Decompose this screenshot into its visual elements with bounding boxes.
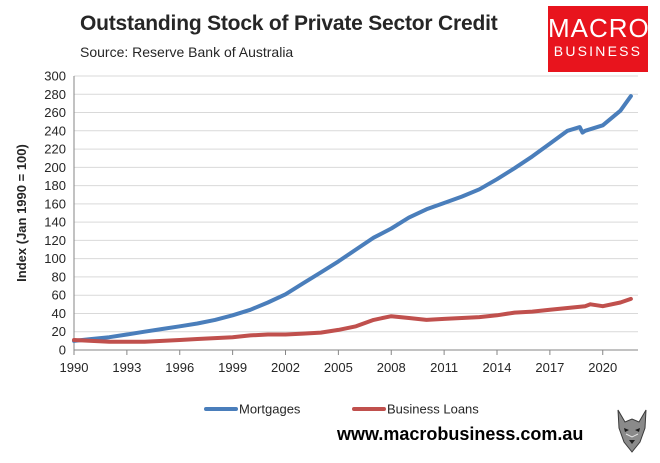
- x-tick-label-2005: 2005: [324, 360, 353, 375]
- y-tick-label-140: 140: [44, 215, 66, 230]
- x-tick-label-2008: 2008: [377, 360, 406, 375]
- chart-subtitle: Source: Reserve Bank of Australia: [80, 44, 294, 60]
- legend-label-mortgages: Mortgages: [239, 402, 301, 417]
- y-tick-label-0: 0: [59, 343, 66, 358]
- y-tick-label-240: 240: [44, 123, 66, 138]
- logo-line-business: BUSINESS: [553, 43, 643, 59]
- series-line-business-loans: [72, 296, 633, 344]
- y-tick-label-20: 20: [52, 324, 66, 339]
- y-tick-label-100: 100: [44, 251, 66, 266]
- x-tick-label-1999: 1999: [218, 360, 247, 375]
- x-tick-label-2020: 2020: [588, 360, 617, 375]
- y-tick-label-220: 220: [44, 142, 66, 157]
- y-tick-label-260: 260: [44, 105, 66, 120]
- y-tick-label-40: 40: [52, 306, 66, 321]
- y-tick-label-280: 280: [44, 87, 66, 102]
- chart-title: Outstanding Stock of Private Sector Cred…: [80, 12, 498, 35]
- y-tick-label-180: 180: [44, 178, 66, 193]
- x-tick-label-2002: 2002: [271, 360, 300, 375]
- y-axis-label: Index (Jan 1990 = 100): [14, 144, 29, 282]
- x-tick-label-1990: 1990: [60, 360, 89, 375]
- website-url[interactable]: www.macrobusiness.com.au: [337, 424, 584, 444]
- y-tick-label-60: 60: [52, 288, 66, 303]
- logo-line-macro: MACRO: [548, 13, 650, 43]
- x-tick-label-2011: 2011: [430, 360, 458, 375]
- wolf-icon: [617, 409, 647, 453]
- y-tick-label-160: 160: [44, 196, 66, 211]
- macrobusiness-logo[interactable]: MACRO BUSINESS: [548, 6, 650, 72]
- x-tick-label-1993: 1993: [112, 360, 141, 375]
- y-tick-label-200: 200: [44, 160, 66, 175]
- y-tick-label-80: 80: [52, 269, 66, 284]
- y-tick-label-120: 120: [44, 233, 66, 248]
- x-tick-label-2014: 2014: [483, 360, 512, 375]
- x-tick-label-1996: 1996: [165, 360, 194, 375]
- legend-label-business-loans: Business Loans: [387, 402, 479, 417]
- y-tick-label-300: 300: [44, 69, 66, 84]
- series-line-mortgages: [72, 94, 633, 343]
- x-tick-label-2017: 2017: [535, 360, 564, 375]
